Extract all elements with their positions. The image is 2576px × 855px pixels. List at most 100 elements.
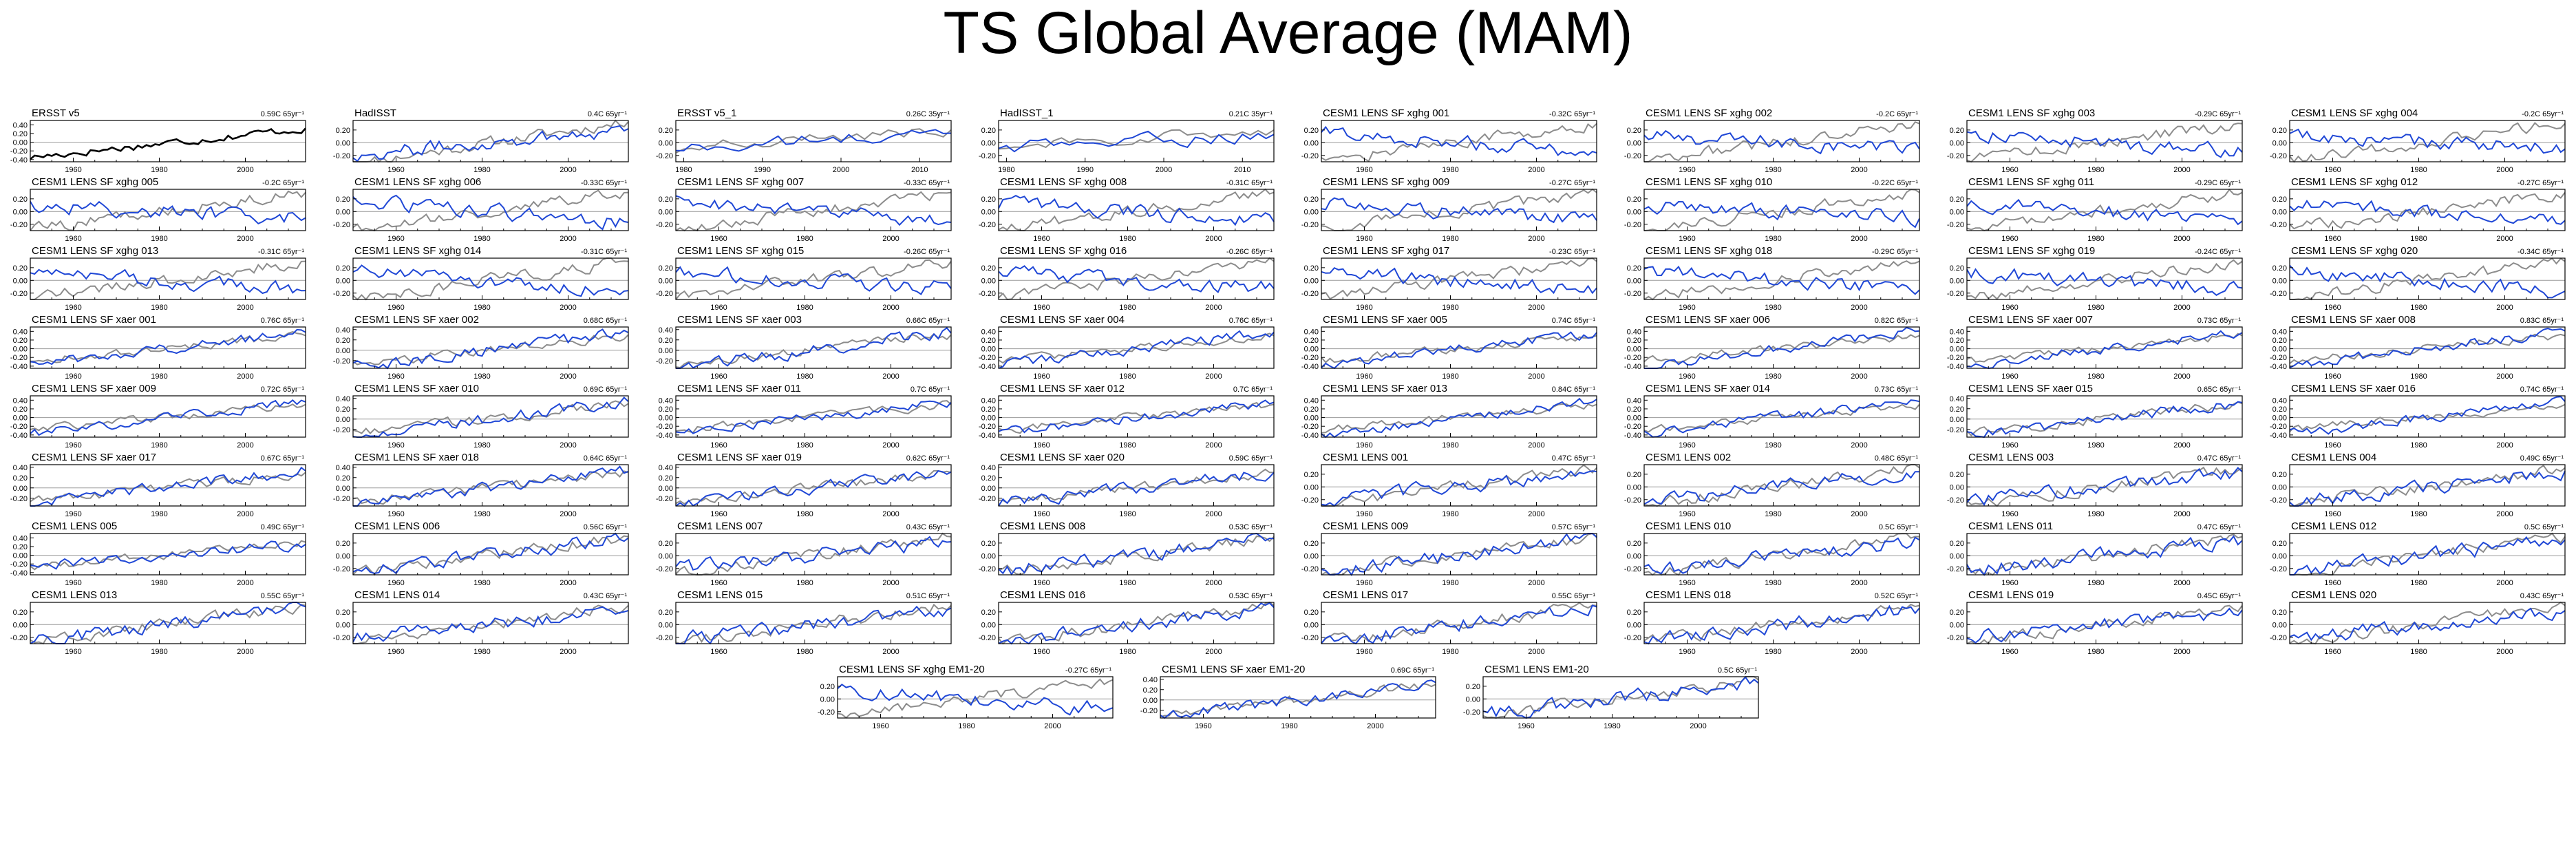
- series-line: [676, 327, 952, 369]
- plot-frame: [352, 257, 629, 300]
- series-line: [352, 194, 629, 231]
- x-tick-label: 1960: [2324, 304, 2341, 312]
- x-tick-label: 2000: [560, 372, 576, 381]
- reference-line: [675, 532, 952, 576]
- panel-title: CESM1 LENS SF xghg 008: [1000, 176, 1127, 188]
- series-line: [1966, 607, 2243, 644]
- y-tick-label: -0.20: [10, 560, 28, 569]
- panel-title: CESM1 LENS SF xghg 012: [2291, 176, 2418, 188]
- x-tick-label: 1980: [2087, 372, 2104, 381]
- y-tick-label: 0.00: [1304, 346, 1319, 354]
- reference-line: [1643, 260, 1920, 301]
- panel: CESM1 LENS EM1-20 0.5C 65yr⁻¹ 0.20 0.00 -0.2…: [1463, 664, 1759, 730]
- y-tick-label: -0.40: [10, 432, 28, 440]
- x-tick-label: 1960: [65, 235, 81, 243]
- panel: CESM1 LENS 014 0.43C 65yr⁻¹ 0.20 0.00 -0.20 1…: [333, 589, 629, 656]
- series-line: [352, 606, 629, 643]
- plot-frame: [352, 120, 629, 162]
- series-line: [1321, 125, 1597, 156]
- y-tick-label: 0.00: [981, 139, 996, 147]
- y-tick-label: -0.20: [979, 290, 996, 298]
- panel: CESM1 LENS SF xaer 007 0.73C 65yr⁻¹0.400.…: [1947, 314, 2243, 381]
- x-tick-label: 1980: [151, 166, 167, 174]
- panel-title: CESM1 LENS SF xghg 019: [1968, 245, 2095, 257]
- series-line: [675, 195, 952, 226]
- panel-trend: 0.47C 65yr⁻¹: [2197, 523, 2242, 531]
- series-line: [675, 129, 952, 152]
- x-tick-label: 1980: [2410, 510, 2427, 518]
- plot-frame: [30, 464, 306, 507]
- panel-trend: 0.49C 65yr⁻¹: [2520, 454, 2564, 463]
- panel-trend: -0.23C 65yr⁻¹: [1549, 248, 1595, 256]
- reference-line: [1643, 464, 1920, 507]
- panel-trend: 0.84C 65yr⁻¹: [1552, 386, 1596, 394]
- x-tick-label: 1960: [1679, 166, 1695, 174]
- panel-trend: 0.69C 65yr⁻¹: [1391, 666, 1435, 675]
- x-tick-label: 1980: [2410, 372, 2427, 381]
- panel-title: CESM1 LENS SF xaer 002: [354, 314, 479, 326]
- panel: CESM1 LENS SF xaer 018 0.64C 65yr⁻¹ 0.40 0.…: [333, 452, 629, 518]
- y-tick-label: -0.20: [979, 495, 996, 503]
- plot-frame: [1966, 326, 2243, 369]
- x-tick-label: 1960: [65, 510, 81, 518]
- panel-title: CESM1 LENS SF xaer 009: [32, 383, 156, 394]
- x-tick-label: 1980: [2087, 441, 2104, 450]
- x-tick-label: 1980: [1119, 579, 1136, 587]
- y-tick-label: -0.40: [1624, 432, 1641, 440]
- y-tick-label: 0.00: [1950, 139, 1964, 147]
- y-tick-label: 0.40: [1143, 676, 1158, 684]
- y-tick-label: -0.20: [333, 634, 350, 642]
- x-tick-label: 2000: [833, 166, 849, 174]
- series-line: [1321, 533, 1597, 576]
- y-tick-label: 0.00: [2272, 139, 2287, 147]
- panel: CESM1 LENS 005 0.49C 65yr⁻¹0.400.200.00-0…: [10, 520, 306, 587]
- panel: CESM1 LENS SF xghg 001 -0.32C 65yr⁻¹ 0.20 0…: [1301, 107, 1597, 174]
- plot-frame: [2289, 189, 2566, 231]
- x-tick-label: 1960: [2324, 648, 2341, 656]
- y-tick-label: 0.00: [13, 621, 28, 629]
- x-tick-label: 1960: [1033, 441, 1050, 450]
- y-tick-label: 0.40: [1304, 397, 1319, 405]
- series-line: [1643, 129, 1920, 155]
- y-tick-label: 0.20: [1950, 609, 1964, 617]
- reference-line: [675, 603, 952, 645]
- x-tick-label: 2000: [2173, 510, 2190, 518]
- x-tick-label: 1980: [2410, 579, 2427, 587]
- y-tick-label: -0.40: [10, 363, 28, 371]
- x-tick-label: 2000: [882, 235, 899, 243]
- y-tick-label: -0.20: [1301, 354, 1319, 362]
- x-tick-label: 2000: [2496, 441, 2513, 450]
- panel-trend: 0.73C 65yr⁻¹: [2197, 317, 2242, 325]
- x-tick-label: 1960: [2001, 166, 2018, 174]
- y-tick-label: 0.00: [1950, 552, 1964, 560]
- panel-title: CESM1 LENS SF xaer 006: [1646, 314, 1770, 326]
- x-tick-label: 2000: [237, 648, 253, 656]
- y-tick-label: 0.20: [659, 196, 673, 204]
- x-tick-label: 1990: [754, 166, 770, 174]
- x-tick-label: 1980: [1442, 579, 1458, 587]
- y-tick-label: 0.00: [336, 552, 350, 560]
- series-line: [1321, 266, 1597, 295]
- panel-trend: 0.5C 65yr⁻¹: [1879, 523, 1918, 531]
- panel-title: CESM1 LENS SF xghg 002: [1646, 107, 1772, 119]
- x-tick-label: 2000: [2173, 579, 2190, 587]
- series-line: [998, 265, 1275, 294]
- y-tick-label: 0.40: [659, 464, 673, 472]
- y-tick-label: 0.20: [13, 474, 28, 483]
- reference-line: [1643, 533, 1920, 576]
- x-tick-label: 2000: [1851, 648, 1867, 656]
- x-tick-label: 2000: [882, 304, 899, 312]
- x-tick-label: 1980: [473, 166, 490, 174]
- plot-frame: [352, 533, 629, 576]
- panel-trend: 0.69C 65yr⁻¹: [584, 386, 628, 394]
- y-tick-label: 0.00: [336, 416, 350, 424]
- y-tick-label: 0.00: [981, 414, 996, 423]
- x-tick-label: 1980: [2087, 648, 2104, 656]
- panel-title: CESM1 LENS 013: [32, 589, 117, 601]
- y-tick-label: -0.20: [1624, 354, 1641, 362]
- y-tick-label: 0.20: [1466, 683, 1480, 691]
- panel-title: CESM1 LENS 011: [1968, 520, 2053, 532]
- x-tick-label: 1980: [1442, 372, 1458, 381]
- y-tick-label: 0.00: [336, 347, 350, 355]
- y-tick-label: 0.00: [1466, 695, 1480, 704]
